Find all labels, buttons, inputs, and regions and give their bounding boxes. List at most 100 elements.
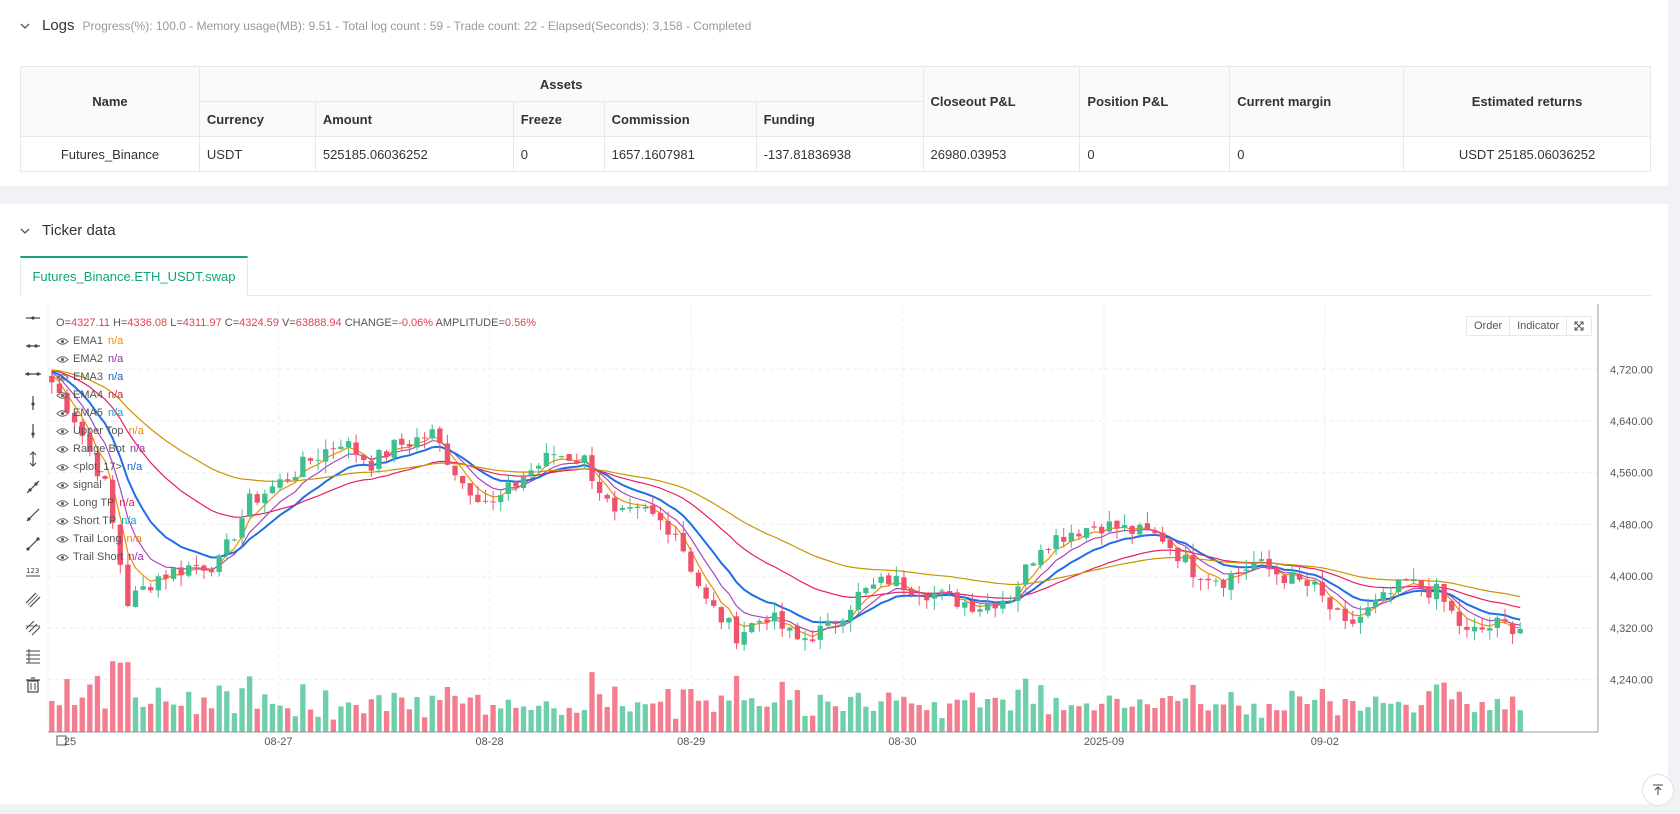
chevron-down-icon[interactable] [20, 226, 30, 236]
chevron-down-icon[interactable] [20, 21, 30, 31]
x-tick-label: 2025-09 [1084, 736, 1124, 748]
price-label-icon[interactable]: 123 [20, 558, 46, 586]
volume-bar [421, 717, 428, 732]
eye-icon[interactable] [56, 463, 69, 472]
volume-bar [695, 700, 702, 732]
eye-icon[interactable] [56, 391, 69, 400]
trash-icon[interactable] [20, 670, 46, 698]
order-button[interactable]: Order [1467, 317, 1511, 335]
ray-line-icon[interactable] [20, 501, 46, 529]
candle-body [1411, 579, 1417, 582]
fibonacci-icon[interactable] [20, 642, 46, 670]
open-label: O= [56, 317, 71, 329]
pitchfork-icon[interactable] [20, 614, 46, 642]
candle-body [1182, 554, 1189, 563]
calendar-icon [56, 735, 67, 746]
legend-item[interactable]: EMA4 n/a [56, 386, 536, 404]
legend-item[interactable]: signal [56, 476, 536, 494]
volume-bar [284, 708, 291, 732]
volume-bar [368, 699, 375, 732]
candle-body [1509, 623, 1516, 635]
candle-body [596, 481, 603, 494]
open-value: 4327.11 [70, 317, 110, 329]
logs-header[interactable]: Logs Progress(%): 100.0 - Memory usage(M… [20, 17, 751, 34]
eye-icon[interactable] [56, 427, 69, 436]
legend-item[interactable]: Trail Long n/a [56, 530, 536, 548]
tab-eth-usdt-swap[interactable]: Futures_Binance.ETH_USDT.swap [20, 256, 248, 296]
fullscreen-icon[interactable] [1567, 317, 1591, 335]
candle-body [1479, 627, 1485, 630]
eye-icon[interactable] [56, 445, 69, 454]
eye-icon[interactable] [56, 499, 69, 508]
legend-name: EMA1 [73, 335, 103, 347]
extended-line-icon[interactable] [20, 360, 46, 388]
ticker-header[interactable]: Ticker data [20, 222, 116, 239]
parallel-channel-icon[interactable] [20, 586, 46, 614]
volume-bar [863, 706, 869, 732]
legend-item[interactable]: <plot_17> n/a [56, 458, 536, 476]
legend-item[interactable]: Upper Top n/a [56, 422, 536, 440]
volume-bar [1403, 704, 1409, 732]
volume-bar [969, 692, 976, 732]
volume-bar [1464, 704, 1470, 732]
indicator-button[interactable]: Indicator [1510, 317, 1568, 335]
volume-bar [1471, 712, 1478, 732]
vertical-ray-icon[interactable] [20, 417, 46, 445]
candle-body [1175, 547, 1181, 562]
volume-bar [604, 706, 610, 732]
eye-icon[interactable] [56, 481, 69, 490]
candle-body [1030, 563, 1036, 566]
volume-bar [627, 711, 633, 732]
candle-body [946, 591, 953, 593]
volume-bar [893, 700, 899, 732]
volume-bar [634, 702, 641, 732]
eye-icon[interactable] [56, 373, 69, 382]
volume-bar [916, 705, 922, 732]
legend-item[interactable]: Trail Short n/a [56, 548, 536, 566]
volume-bar [1197, 704, 1204, 732]
candle-body [1464, 626, 1470, 630]
legend-item[interactable]: Long TP n/a [56, 494, 536, 512]
legend-name: EMA2 [73, 353, 103, 365]
legend-item[interactable]: Short TP n/a [56, 512, 536, 530]
volume-bar [1121, 707, 1128, 732]
amplitude-value: 0.56% [504, 317, 537, 329]
legend-item[interactable]: EMA2 n/a [56, 350, 536, 368]
segment-line-icon[interactable] [20, 530, 46, 558]
volume-bar [870, 710, 877, 732]
trend-line-icon[interactable] [20, 473, 46, 501]
horizontal-line-icon[interactable] [20, 304, 46, 332]
eye-icon[interactable] [56, 337, 69, 346]
volume-bar [779, 681, 785, 732]
volume-bar [1281, 710, 1288, 732]
volume-bar [794, 690, 801, 732]
volume-bar [1334, 715, 1341, 732]
candle-body [1403, 579, 1409, 581]
candle-body [1357, 616, 1364, 623]
eye-icon[interactable] [56, 535, 69, 544]
candle-body [520, 477, 527, 489]
chart-area[interactable]: 4,720.00 4,640.00 4,560.00 4,480.00 4,400.00… [0, 304, 1668, 804]
back-to-top-button[interactable] [1642, 774, 1674, 806]
ohlc-readout: O=4327.11 H=4336.08 L=4311.97 C=4324.59 … [56, 314, 536, 332]
eye-icon[interactable] [56, 553, 69, 562]
vertical-segment-icon[interactable] [20, 445, 46, 473]
eye-icon[interactable] [56, 355, 69, 364]
horizontal-ray-icon[interactable] [20, 332, 46, 360]
legend-item[interactable]: EMA1 n/a [56, 332, 536, 350]
close-value: 4324.59 [239, 317, 279, 329]
eye-icon[interactable] [56, 409, 69, 418]
candlestick-chart[interactable]: 4,720.00 4,640.00 4,560.00 4,480.00 4,400.00… [0, 304, 1668, 804]
legend-item[interactable]: EMA5 n/a [56, 404, 536, 422]
eye-icon[interactable] [56, 517, 69, 526]
vertical-line-icon[interactable] [20, 389, 46, 417]
volume-bar [117, 662, 123, 732]
volume-bar [733, 675, 740, 732]
candle-body [498, 495, 504, 503]
candle-body [224, 539, 230, 555]
legend-item[interactable]: Range Bot n/a [56, 440, 536, 458]
volume-bar [64, 679, 70, 732]
legend-item[interactable]: EMA3 n/a [56, 368, 536, 386]
candle-body [878, 576, 884, 583]
candle-body [1418, 580, 1424, 589]
